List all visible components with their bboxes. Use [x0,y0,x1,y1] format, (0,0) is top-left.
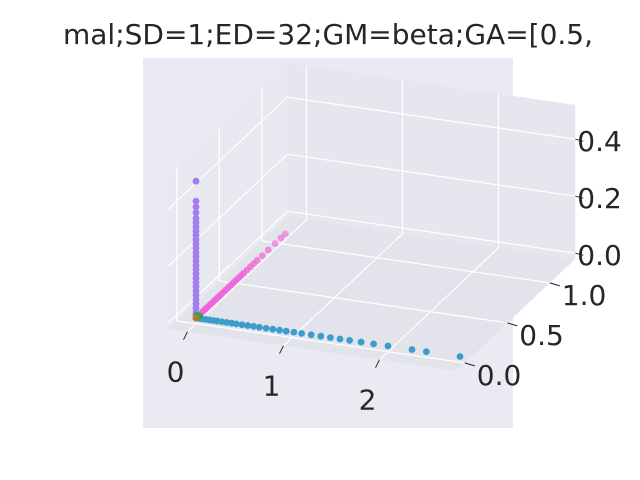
data-point [192,209,200,216]
data-point [282,327,290,335]
axis-panes [168,63,576,371]
grid-line-z [287,96,576,140]
grid-line-y [176,320,465,364]
data-point [298,330,305,337]
grid-line-y [261,240,550,284]
z-tick-label: 0.2 [577,182,622,215]
data-point [456,353,464,360]
grid-line-x [379,247,499,361]
data-point [253,257,261,264]
grid-line-z [167,96,288,210]
data-point [423,348,430,355]
z-tick-label: 0.0 [577,239,622,272]
data-point [269,325,277,333]
data-point [192,203,200,211]
data-point [192,314,200,322]
data-point [384,342,392,350]
z-tick-mark [575,195,584,199]
y-tick-label: 0.5 [519,319,564,352]
data-point [262,324,270,332]
data-points [192,177,464,360]
x-tick-label: 0 [167,356,185,389]
data-point [232,320,240,328]
data-point [276,326,283,334]
x-tick-label: 2 [359,384,377,417]
data-point [281,230,289,238]
data-point [271,240,279,248]
x-tick-mark [279,345,284,354]
data-point [277,234,285,242]
data-point [370,340,377,348]
grid-lines [167,65,576,364]
grid-line-x [187,219,307,333]
z-tick-mark [575,252,584,256]
data-point [336,335,344,343]
data-point [327,334,334,341]
data-point [408,346,416,353]
grid-line-x [283,233,403,347]
y-tick-mark [464,362,475,367]
z-tick-mark [575,138,584,142]
z-tick-label: 0.4 [577,125,622,158]
data-point [346,337,353,344]
floor-pane [168,216,576,371]
axis-ticks: 0 1 2 0.0 0.5 1.0 0.0 0.2 0.4 [167,125,622,417]
data-point [192,197,200,205]
data-point [264,246,272,254]
y-tick-label: 1.0 [562,279,607,312]
data-point [317,332,325,340]
back-pane [287,63,576,259]
data-point [290,328,298,336]
y-tick-mark [507,322,518,327]
data-point [192,177,200,185]
data-point [192,214,200,222]
y-tick-mark [549,282,560,287]
grid-line-z [287,153,576,197]
x-tick-label: 1 [263,370,281,403]
grid-line-y [219,280,508,324]
chart-title: mal;SD=1;ED=32;GM=beta;GA=[0.5, [63,18,593,51]
x-tick-mark [375,359,380,368]
data-point [238,321,246,329]
data-point [258,252,266,259]
data-point [250,323,257,330]
x-tick-mark [183,331,188,340]
grid-line-z [167,210,288,324]
data-point [307,331,315,339]
y-tick-label: 0.0 [477,359,522,392]
grid-line-z [167,153,288,267]
data-point [255,323,263,331]
data-point [244,322,252,329]
grid-line-z [287,210,576,254]
data-point [357,338,365,346]
